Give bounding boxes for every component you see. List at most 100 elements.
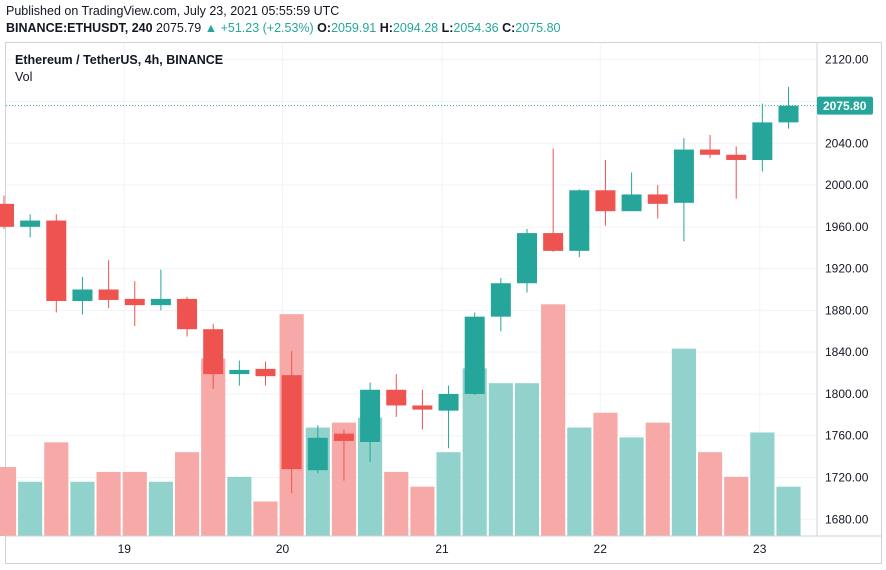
volume-bar	[44, 442, 69, 536]
candle	[0, 195, 14, 229]
open-value: 2059.91	[331, 21, 377, 35]
candle	[464, 312, 485, 395]
candles	[0, 86, 799, 494]
candle-body	[700, 149, 721, 155]
volume-bar	[724, 476, 749, 536]
high-value: 2094.28	[392, 21, 439, 35]
low-value: 2054.36	[453, 21, 499, 35]
volume-bar	[697, 452, 723, 536]
price-tick-label: 1760.00	[825, 429, 869, 443]
candle-body	[333, 433, 354, 441]
volume-bar	[253, 501, 278, 536]
current-price: 2075.79	[156, 21, 202, 35]
candle	[229, 360, 250, 386]
candle-body	[72, 289, 93, 301]
open-label: O:	[317, 21, 332, 35]
price-tick-label: 1680.00	[825, 512, 869, 526]
candle	[490, 278, 511, 332]
candle-body	[412, 405, 433, 410]
candle	[621, 172, 642, 212]
candle	[72, 276, 93, 315]
candle	[569, 189, 590, 258]
candle	[726, 146, 747, 199]
candle	[177, 296, 198, 337]
chart-legend: Ethereum / TetherUS, 4h, BINANCE Vol	[15, 52, 223, 86]
candle-body	[124, 298, 145, 306]
candle-body	[464, 316, 485, 394]
time-axis[interactable]: 19 20 21 22 23	[118, 542, 767, 556]
volume-bar	[593, 412, 618, 536]
candle-body	[778, 105, 799, 123]
price-change: ▲ +51.23 (+2.53%)	[204, 21, 314, 35]
candle	[700, 134, 721, 158]
volume-bar	[750, 432, 775, 536]
price-tick-label: 1800.00	[825, 387, 869, 401]
volume-bar	[619, 437, 644, 536]
volume-bar	[436, 452, 461, 536]
last-price-label: 2075.80	[823, 99, 867, 113]
price-tick-label: 2120.00	[825, 53, 869, 67]
candle	[778, 86, 799, 129]
candle-body	[360, 389, 381, 442]
volume-bar	[174, 452, 200, 536]
close-value: 2075.80	[515, 21, 561, 35]
candle-body	[150, 298, 171, 306]
candle-body	[386, 389, 407, 406]
symbol-name[interactable]: BINANCE:ETHUSDT, 240	[6, 21, 153, 35]
candle-body	[98, 289, 119, 300]
candle-body	[438, 393, 459, 411]
candle-body	[595, 190, 616, 212]
last-price-badge: 2075.80	[817, 96, 873, 115]
volume-bar	[567, 427, 592, 536]
candle-body	[229, 369, 250, 375]
candle	[20, 214, 41, 238]
candle	[281, 351, 302, 494]
price-tick-label: 1880.00	[825, 303, 869, 317]
candle	[98, 260, 119, 309]
candle	[752, 103, 773, 172]
candle-body	[177, 298, 198, 330]
price-tick-label: 1840.00	[825, 345, 869, 359]
candle-body	[726, 154, 747, 160]
candle	[255, 361, 276, 386]
time-tick-label: 19	[118, 542, 132, 556]
volume-bar	[541, 304, 566, 536]
volume-bar	[645, 422, 670, 536]
volume-bar	[410, 486, 435, 536]
candle	[307, 425, 328, 474]
volume-bar	[96, 471, 121, 536]
volume-bar	[0, 466, 17, 536]
volume-bar	[227, 476, 252, 536]
candle	[673, 138, 694, 242]
candle	[412, 389, 433, 430]
price-tick-label: 1720.00	[825, 471, 869, 485]
candle-body	[543, 233, 564, 251]
candle-body	[621, 194, 642, 212]
candle	[360, 382, 381, 462]
candle	[124, 281, 145, 327]
candle	[150, 269, 171, 311]
candle-body	[46, 220, 67, 301]
volume-bar	[671, 348, 696, 536]
candle-body	[255, 368, 276, 377]
volume-bar	[122, 471, 147, 536]
candle-body	[569, 190, 590, 251]
price-tick-label: 2040.00	[825, 136, 869, 150]
candle-body	[20, 220, 41, 227]
published-note: Published on TradingView.com, July 23, 2…	[6, 4, 340, 18]
chart-frame	[5, 42, 882, 564]
price-axis[interactable]: 1680.00 1720.00 1760.00 1800.00 1840.00 1880.…	[825, 53, 869, 527]
volume-bar	[384, 471, 409, 536]
symbol-info-bar: BINANCE:ETHUSDT, 240 2075.79 ▲ +51.23 (+…	[6, 21, 560, 35]
volume-bar	[70, 481, 95, 536]
candle-body	[0, 203, 14, 227]
candle-body	[673, 149, 694, 203]
candle	[595, 159, 616, 226]
volume-bar	[462, 368, 487, 536]
volume-bar	[514, 383, 540, 536]
legend-volume[interactable]: Vol	[15, 70, 33, 84]
candle	[647, 185, 668, 219]
volume-bar	[776, 486, 801, 536]
legend-title[interactable]: Ethereum / TetherUS, 4h, BINANCE	[15, 53, 224, 67]
